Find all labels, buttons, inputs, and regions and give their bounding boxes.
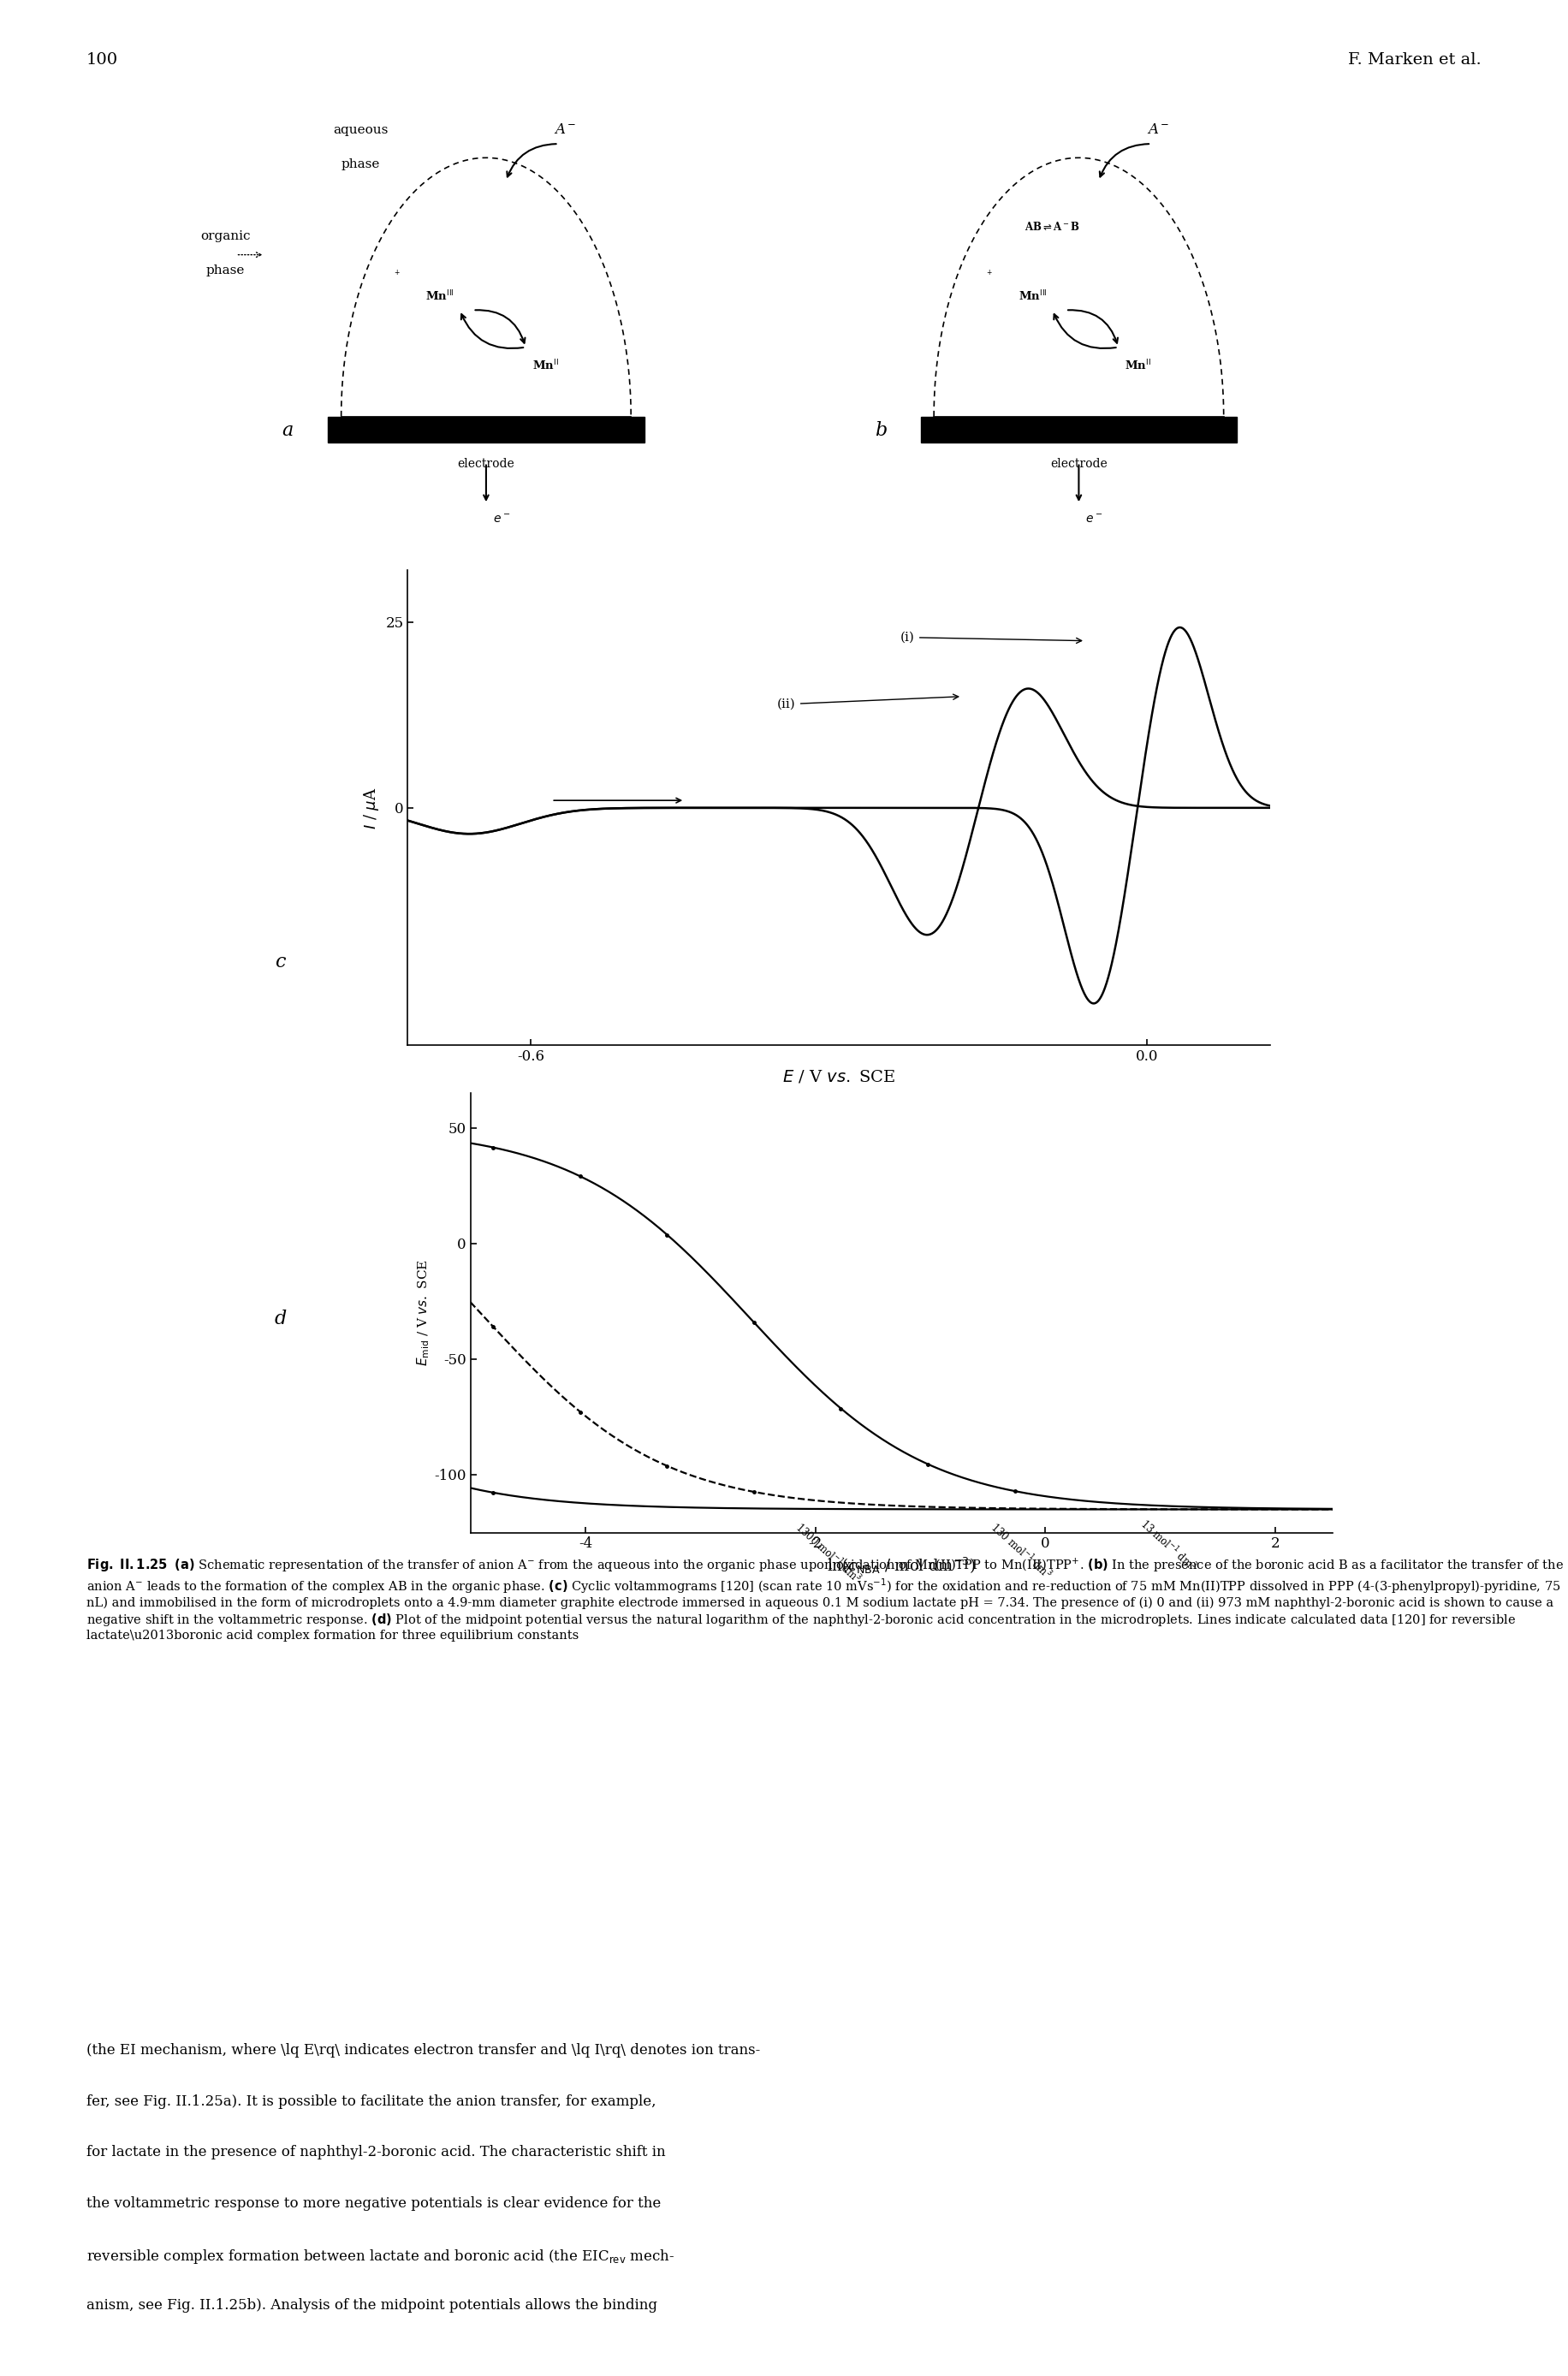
Text: (the EI mechanism, where \lq E\rq\ indicates electron transfer and \lq I\rq\ den: (the EI mechanism, where \lq E\rq\ indic… [86,2043,760,2058]
Text: Mn$^{\rm II}$: Mn$^{\rm II}$ [532,359,558,373]
Text: $e^-$: $e^-$ [492,513,510,525]
Text: electrode: electrode [458,459,514,470]
X-axis label: ln($c_{\rm NBA}$ / mol dm$^{-3}$): ln($c_{\rm NBA}$ / mol dm$^{-3}$) [828,1556,975,1575]
Text: reversible complex formation between lactate and boronic acid (the EIC$_{\rm rev: reversible complex formation between lac… [86,2248,674,2264]
Text: Mn$^{\rm III}$: Mn$^{\rm III}$ [1018,290,1047,304]
Text: anism, see Fig. II.1.25b). Analysis of the midpoint potentials allows the bindin: anism, see Fig. II.1.25b). Analysis of t… [86,2298,657,2312]
Text: the voltammetric response to more negative potentials is clear evidence for the: the voltammetric response to more negati… [86,2195,660,2210]
Text: phase: phase [342,159,381,171]
Text: d: d [274,1309,287,1328]
Text: A$^-$: A$^-$ [1146,124,1170,138]
Text: F. Marken et al.: F. Marken et al. [1348,52,1482,67]
Text: organic: organic [201,230,251,242]
Bar [920,416,1237,442]
Text: aqueous: aqueous [334,124,389,135]
Text: $e^-$: $e^-$ [1085,513,1102,525]
Text: 100: 100 [86,52,118,67]
Text: 1300 mol$^{-1}$ dm$^3$: 1300 mol$^{-1}$ dm$^3$ [792,1521,864,1587]
Y-axis label: $I$ / $\mu$A: $I$ / $\mu$A [362,786,381,829]
Text: AB$\rightleftharpoons$A$^-$B: AB$\rightleftharpoons$A$^-$B [1025,221,1080,233]
Text: fer, see Fig. II.1.25a). It is possible to facilitate the anion transfer, for ex: fer, see Fig. II.1.25a). It is possible … [86,2093,655,2110]
Y-axis label: $E_{\rm mid}$ / V $vs.$ SCE: $E_{\rm mid}$ / V $vs.$ SCE [416,1259,431,1366]
Text: $^+$: $^+$ [392,268,400,278]
Text: Mn$^{\rm II}$: Mn$^{\rm II}$ [1124,359,1151,373]
Text: A$^-$: A$^-$ [554,124,577,138]
Text: $\mathbf{Fig.\ II.1.25}$  $\mathbf{(a)}$ Schematic representation of the transfe: $\mathbf{Fig.\ II.1.25}$ $\mathbf{(a)}$ … [86,1556,1563,1642]
Bar [328,416,644,442]
Text: 130 mol$^{-1}$ dm$^3$: 130 mol$^{-1}$ dm$^3$ [988,1521,1054,1582]
Text: Mn$^{\rm III}$: Mn$^{\rm III}$ [425,290,455,304]
Text: a: a [282,421,293,440]
Text: for lactate in the presence of naphthyl-2-boronic acid. The characteristic shift: for lactate in the presence of naphthyl-… [86,2146,665,2160]
Text: (ii): (ii) [778,694,958,710]
Text: c: c [274,953,285,972]
X-axis label: $E$ / V $vs.$ SCE: $E$ / V $vs.$ SCE [782,1069,895,1086]
Text: electrode: electrode [1051,459,1107,470]
Text: 13 mol$^{-1}$ dm$^3$: 13 mol$^{-1}$ dm$^3$ [1137,1516,1200,1573]
Text: phase: phase [205,264,245,276]
Text: (i): (i) [900,632,1082,644]
Text: $^+$: $^+$ [985,268,993,278]
Text: b: b [875,421,887,440]
